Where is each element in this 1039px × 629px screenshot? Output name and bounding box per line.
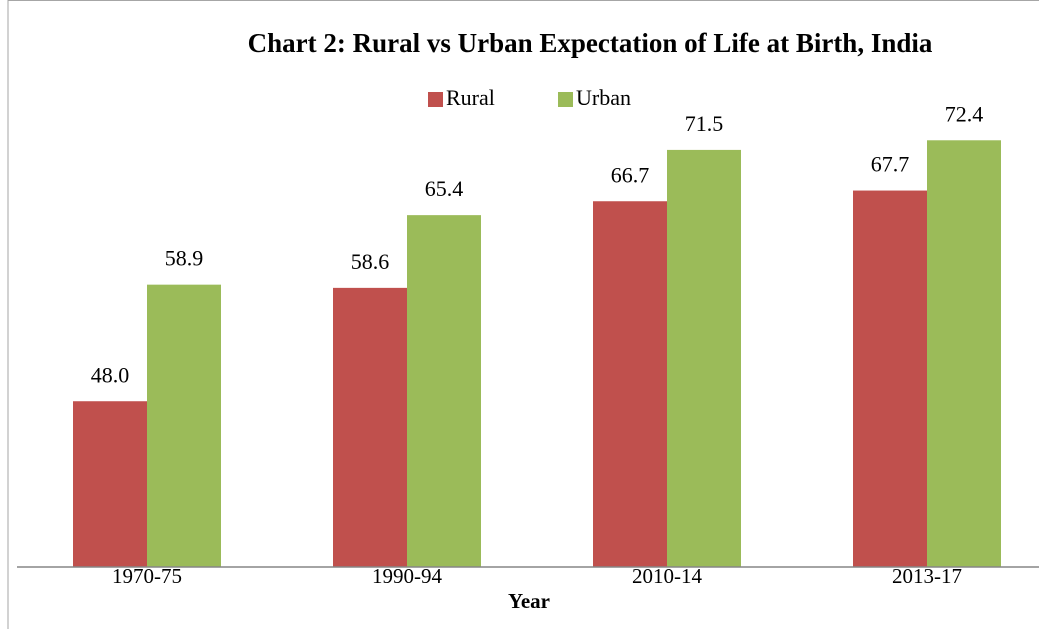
x-tick-label: 1970-75 (112, 564, 182, 588)
chart-frame (7, 0, 1039, 629)
bar (927, 140, 1001, 567)
data-label: 71.5 (685, 111, 724, 136)
bar (853, 190, 927, 567)
x-tick-label: 1990-94 (372, 564, 442, 588)
data-label: 72.4 (945, 101, 984, 126)
bar (333, 287, 407, 567)
bar (667, 149, 741, 567)
legend-swatch (558, 92, 573, 107)
data-label: 58.9 (165, 246, 204, 271)
legend-swatch (428, 92, 443, 107)
data-label: 66.7 (611, 162, 650, 187)
bar (407, 215, 481, 567)
data-label: 65.4 (425, 176, 464, 201)
legend-label: Rural (446, 85, 495, 110)
bar (73, 401, 147, 567)
data-label: 58.6 (351, 249, 390, 274)
x-tick-label: 2010-14 (632, 564, 702, 588)
x-axis-label: Year (508, 589, 550, 613)
x-tick-label: 2013-17 (892, 564, 962, 588)
bar (593, 201, 667, 568)
chart-title: Chart 2: Rural vs Urban Expectation of L… (248, 28, 933, 58)
bar (147, 284, 221, 567)
legend-label: Urban (576, 85, 631, 110)
data-label: 67.7 (871, 152, 910, 177)
data-label: 48.0 (91, 362, 130, 387)
